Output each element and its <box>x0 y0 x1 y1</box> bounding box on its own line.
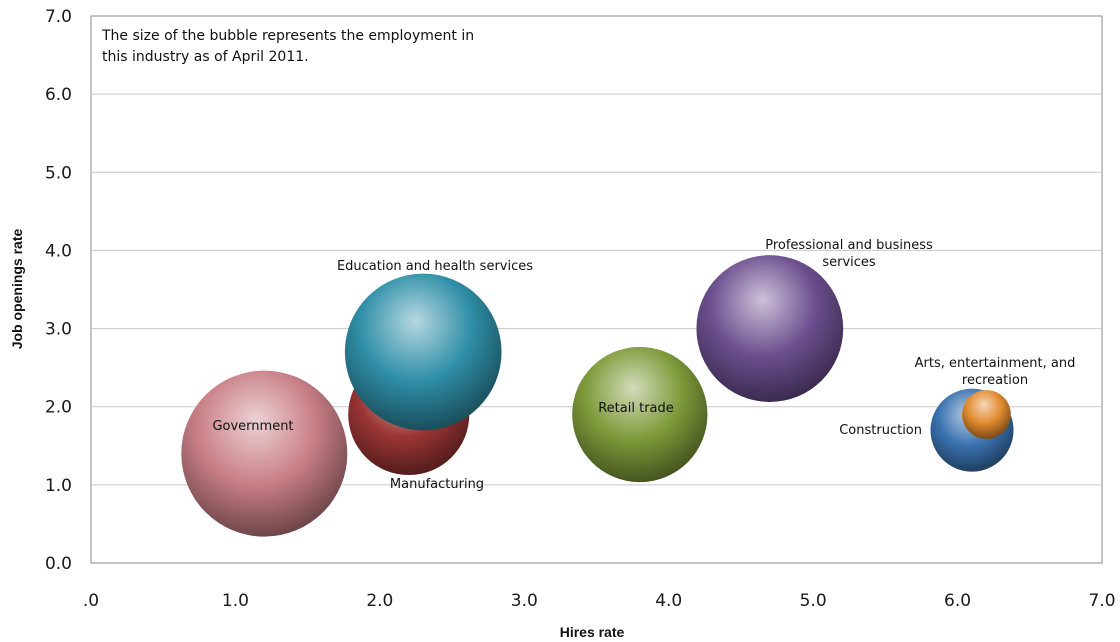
y-tick-label: 2.0 <box>45 398 72 418</box>
x-tick-label: 7.0 <box>1088 591 1115 611</box>
y-tick-label: 5.0 <box>45 163 72 183</box>
y-tick-label: 4.0 <box>45 241 72 261</box>
bubble-label: Arts, entertainment, and recreation <box>915 356 1076 388</box>
y-tick-label: 6.0 <box>45 85 72 105</box>
y-tick-label: 3.0 <box>45 320 72 340</box>
x-axis-title: Hires rate <box>560 624 625 640</box>
y-tick-label: 7.0 <box>45 7 72 27</box>
bubble <box>962 390 1011 439</box>
bubble-label: Construction <box>839 423 922 438</box>
bubble-label: Education and health services <box>337 259 533 274</box>
bubble-size-note: The size of the bubble represents the em… <box>101 28 474 65</box>
x-tick-label: 3.0 <box>511 591 538 611</box>
x-tick-label: .0 <box>83 591 99 611</box>
bubble-label: Retail trade <box>598 401 674 416</box>
y-axis-title: Job openings rate <box>9 229 25 350</box>
bubble-label: Professional and business services <box>765 238 933 270</box>
bubble <box>696 255 844 402</box>
x-tick-label: 6.0 <box>944 591 971 611</box>
bubble-label: Government <box>212 419 293 434</box>
bubble <box>344 273 502 431</box>
bubble <box>572 346 708 483</box>
x-tick-label: 1.0 <box>222 591 249 611</box>
bubble-label: Manufacturing <box>390 477 484 492</box>
x-tick-label: 4.0 <box>655 591 682 611</box>
bubble <box>181 370 348 537</box>
x-tick-label: 2.0 <box>366 591 393 611</box>
y-tick-label: 0.0 <box>45 554 72 574</box>
y-tick-label: 1.0 <box>45 476 72 496</box>
x-tick-label: 5.0 <box>800 591 827 611</box>
